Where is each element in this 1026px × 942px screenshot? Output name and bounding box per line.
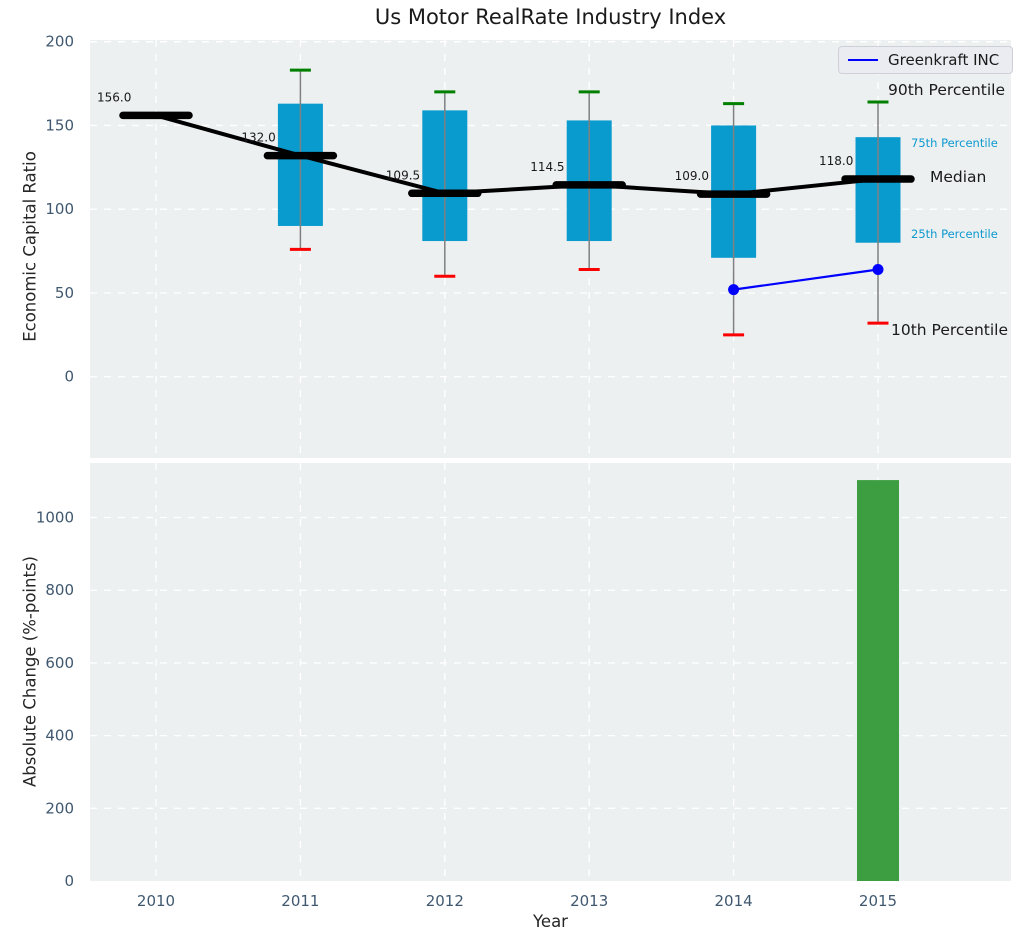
xtick-label: 2014	[715, 892, 753, 910]
xtick-label: 2015	[859, 892, 897, 910]
median-value-label: 109.5	[386, 168, 420, 182]
annotation-median: Median	[930, 168, 987, 186]
annotation-10th-percentile: 10th Percentile	[891, 321, 1009, 339]
median-value-label: 114.5	[530, 160, 564, 174]
median-value-label: 156.0	[97, 90, 131, 104]
xtick-label: 2010	[137, 892, 175, 910]
legend-box: Greenkraft INC	[838, 46, 1013, 74]
top-ytick-label: 50	[55, 284, 74, 302]
xtick-label: 2012	[426, 892, 464, 910]
bottom-ytick-label: 1000	[36, 509, 74, 527]
annotation-75th-percentile: 75th Percentile	[911, 136, 998, 150]
xtick-label: 2011	[281, 892, 319, 910]
median-value-label: 132.0	[241, 131, 275, 145]
bottom-ytick-label: 600	[45, 654, 74, 672]
bottom-y-axis-label: Absolute Change (%-points)	[20, 556, 40, 787]
top-plot-background	[90, 40, 1011, 458]
top-ytick-label: 0	[64, 368, 74, 386]
bar-2015	[857, 480, 899, 881]
top-ytick-label: 200	[45, 33, 74, 51]
bottom-ytick-label: 200	[45, 799, 74, 817]
bottom-ytick-label: 400	[45, 727, 74, 745]
x-axis-label: Year	[533, 912, 568, 931]
legend-label: Greenkraft INC	[888, 51, 1000, 69]
median-value-label: 109.0	[675, 169, 709, 183]
top-ytick-label: 100	[45, 200, 74, 218]
top-y-axis-label: Economic Capital Ratio	[20, 151, 40, 342]
chart-title: Us Motor RealRate Industry Index	[374, 5, 727, 29]
top-ytick-label: 150	[45, 116, 74, 134]
legend-line-swatch	[848, 59, 878, 61]
median-value-label: 118.0	[819, 154, 853, 168]
xtick-label: 2013	[570, 892, 608, 910]
bottom-ytick-label: 800	[45, 581, 74, 599]
annotation-25th-percentile: 25th Percentile	[911, 227, 998, 241]
series-line	[733, 268, 879, 291]
bottom-ytick-label: 0	[64, 872, 74, 890]
series-marker	[728, 284, 740, 296]
series-marker	[872, 264, 884, 276]
annotation-90th-percentile: 90th Percentile	[888, 81, 1006, 99]
